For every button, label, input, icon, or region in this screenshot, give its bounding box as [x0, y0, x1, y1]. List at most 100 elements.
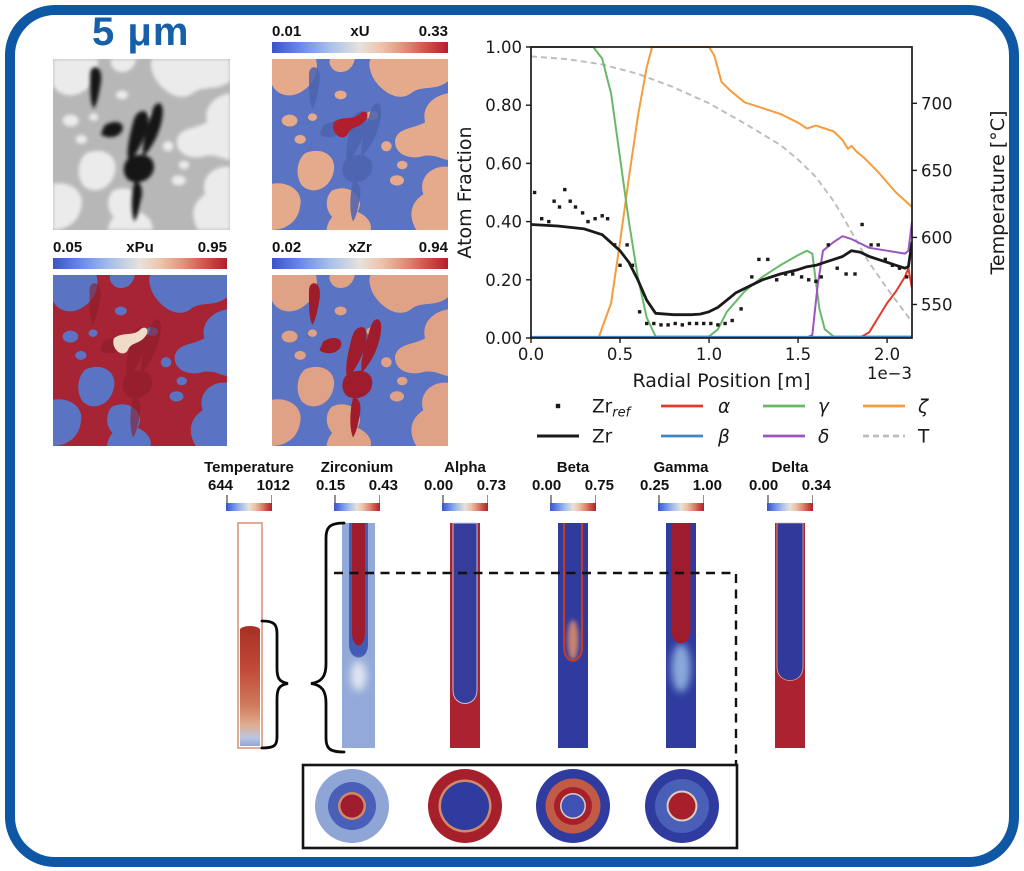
colorbar-min: 0.25	[640, 477, 670, 494]
cross-section-beta	[536, 769, 610, 843]
legend-label: ζ	[917, 397, 929, 418]
y-tick-label: 0.00	[485, 329, 522, 348]
xpu-colorbar	[53, 258, 227, 269]
y2-tick-label: 550	[921, 295, 953, 314]
y2-axis-label: Temperature [°C]	[987, 111, 1009, 276]
legend-label: T	[917, 427, 930, 448]
small-brace	[260, 619, 289, 750]
large-brace	[310, 521, 346, 754]
xzr-colorbar-labels: 0.02 xZr 0.94	[272, 239, 448, 256]
legend-label: β	[717, 427, 730, 448]
legend-label: Zrref	[592, 397, 633, 421]
colorbar-zirconium: Zirconium 0.15 0.43	[302, 459, 412, 511]
axial-profiles-diagram	[237, 521, 805, 850]
colorbar-gradient	[226, 495, 272, 511]
colorbar-name: Gamma	[653, 459, 709, 476]
y2-tick-label: 700	[921, 94, 953, 113]
legend-label: Zr	[592, 427, 613, 448]
colorbar-gradient	[442, 495, 488, 511]
series-alpha	[531, 267, 912, 339]
colorbar-min: 0.15	[316, 477, 346, 494]
colorbar-min: 644	[208, 477, 234, 494]
y-tick-label: 0.20	[485, 271, 522, 290]
temperature-rod	[237, 522, 263, 749]
colorbar-max: 1.00	[692, 477, 722, 494]
scale-label: 5 μm	[92, 10, 190, 54]
xpu-label: xPu	[126, 239, 154, 256]
sem-micrograph	[53, 59, 230, 230]
y-tick-label: 0.80	[485, 96, 522, 115]
scatter-zr-ref	[532, 187, 909, 327]
delta-rod	[775, 522, 805, 748]
xzr-max: 0.94	[418, 239, 448, 256]
xu-label: xU	[350, 23, 370, 40]
legend-label: δ	[818, 427, 829, 448]
cross-section-zirconium	[315, 769, 389, 843]
colorbar-delta: Delta 0.00 0.34	[735, 459, 845, 511]
series-T	[531, 55, 912, 323]
series-delta	[531, 221, 912, 339]
alpha-rod	[450, 522, 480, 748]
y2-tick-label: 600	[921, 228, 953, 247]
xu-max: 0.33	[418, 23, 448, 40]
colorbar-min: 0.00	[424, 477, 454, 494]
y-tick-label: 1.00	[485, 38, 522, 57]
colorbar-max: 1012	[256, 477, 290, 494]
colorbar-max: 0.34	[801, 477, 831, 494]
y-tick-label: 0.40	[485, 213, 522, 232]
x-tick-label: 0.5	[607, 345, 633, 364]
chart-series	[531, 46, 912, 339]
series-Zr	[531, 223, 912, 317]
xu-min: 0.01	[272, 23, 302, 40]
colorbar-max: 0.75	[584, 477, 614, 494]
colorbar-name: Temperature	[204, 459, 294, 476]
colorbar-gamma: Gamma 0.25 1.00	[626, 459, 736, 511]
colorbar-name: Zirconium	[320, 459, 394, 476]
colorbar-alpha: Alpha 0.00 0.73	[410, 459, 520, 511]
legend-label: γ	[818, 397, 830, 418]
x-axis-offset: 1e−3	[867, 364, 912, 383]
colorbar-gradient	[334, 495, 380, 511]
plot-spines	[530, 46, 913, 339]
xu-colorbar	[272, 42, 448, 53]
xpu-max: 0.95	[197, 239, 227, 256]
colorbar-name: Delta	[771, 459, 809, 476]
colorbar-min: 0.00	[532, 477, 562, 494]
zoom-braces	[260, 521, 346, 754]
xpu-map	[53, 275, 227, 446]
xzr-colorbar	[272, 258, 448, 269]
xu-map	[272, 59, 448, 230]
cross-section-gamma	[645, 769, 719, 843]
colorbar-max: 0.73	[476, 477, 506, 494]
beta-rod	[558, 523, 588, 748]
x-tick-label: 2.0	[874, 345, 900, 364]
legend-marker	[555, 403, 561, 409]
colorbar-min: 0.00	[749, 477, 779, 494]
zirconium-rod	[342, 523, 375, 748]
series-gamma	[531, 46, 912, 338]
x-tick-label: 1.5	[785, 345, 811, 364]
xu-colorbar-labels: 0.01 xU 0.33	[272, 23, 448, 40]
colorbar-max: 0.43	[368, 477, 398, 494]
cross-section-alpha	[428, 769, 502, 843]
xzr-min: 0.02	[272, 239, 302, 256]
x-tick-label: 1.0	[696, 345, 722, 364]
section-dashed-line	[334, 571, 738, 765]
xzr-label: xZr	[348, 239, 372, 256]
atom-fraction-chart: 0.0 0.5 1.0 1.5 2.0 0.00 0.20 0.40 0.60 0.80 1.00 5…	[455, 38, 1009, 448]
legend-label: α	[718, 397, 730, 418]
y2-tick-label: 650	[921, 161, 953, 180]
colorbar-gradient	[550, 495, 596, 511]
xzr-map	[272, 275, 448, 446]
colorbar-gradient	[658, 495, 704, 511]
y-axis-label: Atom Fraction	[455, 126, 476, 258]
colorbar-name: Alpha	[444, 459, 486, 476]
series-zeta	[531, 46, 912, 339]
gamma-rod	[666, 523, 696, 748]
x-tick-label: 0.0	[518, 345, 544, 364]
xpu-min: 0.05	[53, 239, 83, 256]
x-axis-label: Radial Position [m]	[632, 370, 810, 392]
colorbar-gradient	[767, 495, 813, 511]
y-tick-label: 0.60	[485, 154, 522, 173]
